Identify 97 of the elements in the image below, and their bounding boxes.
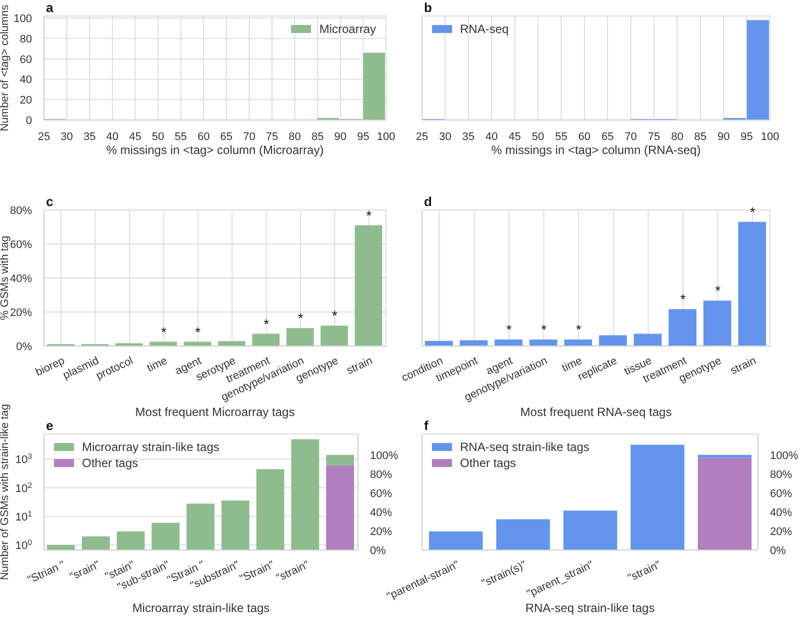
x-tick-label: 65: [220, 131, 233, 143]
y-tick-label: 40%: [10, 273, 32, 285]
x-tick-label: 55: [174, 131, 187, 143]
x-tick-label: 45: [508, 131, 521, 143]
x-tick-label: 70: [624, 131, 637, 143]
x-tick-label: 95: [740, 131, 753, 143]
x-tick-label: 50: [532, 131, 544, 143]
x-tick-label: strain: [728, 354, 758, 378]
y2-tick-label: 0%: [370, 545, 386, 557]
y-tick-label: 100: [14, 13, 32, 26]
text: 0%: [770, 545, 786, 557]
x-tick-label: 85: [311, 131, 324, 143]
y-tick-label: 0%: [16, 341, 32, 353]
x-tick-label: "srain": [68, 558, 102, 584]
x-tick-label: 45: [129, 131, 142, 143]
text: 100%: [770, 450, 798, 462]
annotation: *: [264, 316, 270, 332]
x-tick-label: 25: [416, 131, 428, 143]
x-tick-label: 70: [243, 131, 256, 143]
y-tick-label: 0: [26, 115, 32, 127]
x-tick-label: 65: [601, 131, 614, 143]
x-tick-label: 80: [671, 131, 684, 143]
x-axis-title: Most frequent Microarray tags: [135, 405, 295, 419]
x-tick-label: 55: [555, 131, 568, 143]
annotation: *: [750, 204, 756, 220]
text: 40%: [770, 506, 792, 519]
y-tick-label: 60: [20, 54, 32, 66]
chart-title: d: [424, 194, 432, 209]
annotation: *: [366, 207, 372, 224]
y2-tick-label: 100%: [370, 450, 398, 462]
chart-title: e: [46, 418, 54, 433]
x-tick-label: 40: [106, 131, 119, 143]
x-tick-label: 30: [60, 131, 73, 143]
x-tick-label: 35: [83, 131, 96, 143]
y-tick-label: 60%: [10, 239, 32, 251]
annotation: *: [195, 324, 202, 340]
annotation: *: [541, 322, 548, 338]
legend-label: RNA-seq strain-like tags: [460, 440, 590, 454]
text: 20%: [770, 526, 792, 538]
x-tick-label: 60: [197, 131, 210, 143]
text: 60%: [770, 488, 792, 500]
x-axis-title: % missings in <tag> column (Microarray): [106, 143, 324, 157]
y2-tick-label: 20%: [370, 526, 392, 538]
annotation: *: [506, 322, 512, 338]
x-tick-label: 75: [648, 131, 660, 143]
annotation: *: [715, 282, 722, 299]
chart-title: c: [46, 194, 54, 209]
annotation: *: [298, 310, 304, 326]
x-tick-label: 50: [152, 131, 164, 143]
y-tick-label: 10$^{2}$: [15, 480, 32, 495]
x-tick-label: 100: [376, 131, 396, 143]
annotation: *: [332, 308, 338, 324]
x-tick-label: 25: [38, 131, 50, 143]
x-tick-label: 35: [462, 131, 475, 143]
y-tick-label: 40: [20, 74, 32, 86]
x-tick-label: 90: [717, 131, 730, 143]
y2-tick-label: 80%: [370, 468, 392, 481]
x-tick-label: 100: [760, 131, 780, 143]
y-tick-label: 20%: [10, 307, 32, 319]
y-tick-label: 80%: [10, 205, 32, 217]
y-axis-title: Number of GSMs with strain-like tag: [0, 404, 11, 580]
x-tick-label: 30: [439, 131, 452, 143]
y2-tick-label: 40%: [370, 506, 392, 519]
y-tick-label: 10$^{0}$: [15, 538, 33, 552]
x-tick-label: "Strian ": [26, 558, 68, 587]
legend-label: Other tags: [82, 456, 138, 470]
y-axis-title: % GSMs with tag: [0, 236, 11, 320]
chart-title: f: [424, 418, 428, 433]
x-tick-label: 85: [694, 131, 707, 143]
annotation: *: [680, 291, 686, 308]
y-axis-title: Number of <tag> columns: [0, 4, 11, 132]
legend-label: Microarray: [319, 22, 376, 36]
x-tick-label: time: [145, 354, 170, 375]
annotation: *: [160, 324, 167, 340]
legend-label: RNA-seq: [460, 22, 509, 36]
legend-label: Microarray strain-like tags: [82, 440, 220, 454]
legend-label: Other tags: [460, 456, 516, 470]
x-tick-label: 60: [578, 131, 591, 143]
y-tick-label: 10$^{3}$: [15, 452, 33, 466]
x-tick-label: 75: [266, 131, 278, 143]
x-tick-label: 40: [485, 131, 498, 143]
x-axis-title: Microarray strain-like tags: [132, 601, 270, 615]
chart-title: b: [424, 0, 432, 15]
y-tick-label: 80: [20, 33, 32, 46]
x-axis-title: % missings in <tag> column (RNA-seq): [491, 143, 701, 157]
y-tick-label: 20: [20, 94, 32, 107]
x-tick-label: strain: [344, 354, 374, 378]
y2-tick-label: 60%: [370, 488, 392, 500]
x-tick-label: 80: [288, 131, 301, 143]
x-tick-label: 90: [334, 131, 347, 143]
text: 80%: [770, 468, 792, 481]
y-tick-label: 10$^{1}$: [15, 508, 33, 524]
annotation: *: [576, 322, 582, 338]
x-tick-label: 95: [357, 131, 370, 143]
chart-title: a: [46, 0, 54, 15]
x-axis-title: RNA-seq strain-like tags: [525, 601, 655, 615]
x-axis-title: Most frequent RNA-seq tags: [520, 405, 672, 419]
